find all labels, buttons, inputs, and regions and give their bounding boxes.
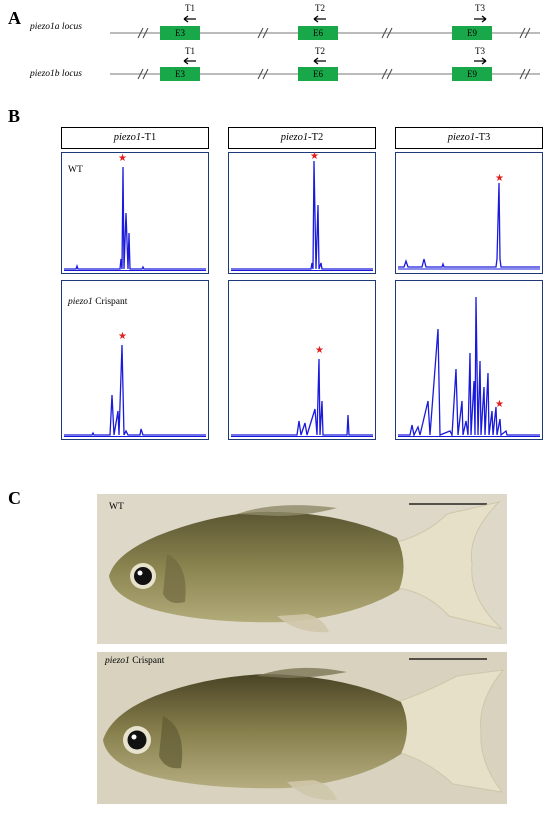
exon-e6-row2: E6 bbox=[298, 67, 338, 81]
row-label-crispant-gene: piezo1 bbox=[68, 297, 93, 307]
column-title-gene: piezo1 bbox=[447, 132, 476, 143]
peak-marker-star: ★ bbox=[495, 173, 504, 184]
target-t1-row1: T1 bbox=[185, 3, 195, 13]
panel-b-letter: B bbox=[8, 106, 21, 126]
peak-marker-star: ★ bbox=[118, 331, 127, 342]
target-t3-row1: T3 bbox=[475, 3, 485, 13]
photo-label-crispant: piezo1 Crispant bbox=[105, 656, 164, 666]
column-title-t2: piezo1-T2 bbox=[228, 127, 376, 149]
row-label-crispant: piezo1 Crispant bbox=[68, 297, 127, 307]
fish-photo-crispant: piezo1 Crispant bbox=[97, 652, 507, 804]
arrow-left-icon-t1-row1 bbox=[183, 15, 196, 23]
column-title-suffix: -T2 bbox=[308, 132, 324, 143]
peak-marker-star: ★ bbox=[118, 153, 127, 164]
exon-e3-row1: E3 bbox=[160, 26, 200, 40]
piezo1a-locus-label: piezo1a locus bbox=[30, 22, 82, 32]
column-title-t1: piezo1-T1 bbox=[61, 127, 209, 149]
peak-marker-star: ★ bbox=[495, 399, 504, 410]
photo-label-wt: WT bbox=[109, 502, 124, 512]
peak-marker-star: ★ bbox=[315, 345, 324, 356]
trace-wt-t2: ★ bbox=[228, 151, 376, 274]
arrow-left-icon-t1-row2 bbox=[183, 57, 196, 65]
column-title-gene: piezo1 bbox=[280, 132, 309, 143]
row-label-wt: WT bbox=[68, 165, 83, 175]
arrow-left-icon-t2-row2 bbox=[313, 57, 326, 65]
photo-label-crispant-suffix: Crispant bbox=[129, 656, 165, 666]
arrow-right-icon-t3-row2 bbox=[474, 57, 487, 65]
target-t2-row2: T2 bbox=[315, 46, 325, 56]
arrow-right-icon-t3-row1 bbox=[474, 15, 487, 23]
trace-crispant-t3: ★ bbox=[395, 280, 543, 440]
fish-photo-wt: WT bbox=[97, 494, 507, 644]
column-title-suffix: -T1 bbox=[141, 132, 157, 143]
column-title-gene: piezo1 bbox=[113, 132, 142, 143]
exon-e6-row1: E6 bbox=[298, 26, 338, 40]
panel-c-letter: C bbox=[8, 488, 21, 508]
trace-crispant-t1: ★ piezo1 Crispant bbox=[61, 280, 209, 440]
target-t1-row2: T1 bbox=[185, 46, 195, 56]
target-t3-row2: T3 bbox=[475, 46, 485, 56]
trace-crispant-t2: ★ bbox=[228, 280, 376, 440]
target-t2-row1: T2 bbox=[315, 3, 325, 13]
peak-marker-star: ★ bbox=[310, 151, 319, 162]
piezo1b-locus-label: piezo1b locus bbox=[30, 69, 82, 79]
row-label-crispant-suffix: Crispant bbox=[92, 297, 128, 307]
exon-e9-row1: E9 bbox=[452, 26, 492, 40]
exon-e9-row2: E9 bbox=[452, 67, 492, 81]
column-title-suffix: -T3 bbox=[475, 132, 491, 143]
trace-wt-t1: ★ WT bbox=[61, 152, 209, 274]
column-title-t3: piezo1-T3 bbox=[395, 127, 543, 149]
exon-e3-row2: E3 bbox=[160, 67, 200, 81]
arrow-left-icon-t2-row1 bbox=[313, 15, 326, 23]
trace-wt-t3: ★ bbox=[395, 152, 543, 274]
photo-label-crispant-gene: piezo1 bbox=[105, 656, 130, 666]
panel-a-letter: A bbox=[8, 8, 21, 28]
